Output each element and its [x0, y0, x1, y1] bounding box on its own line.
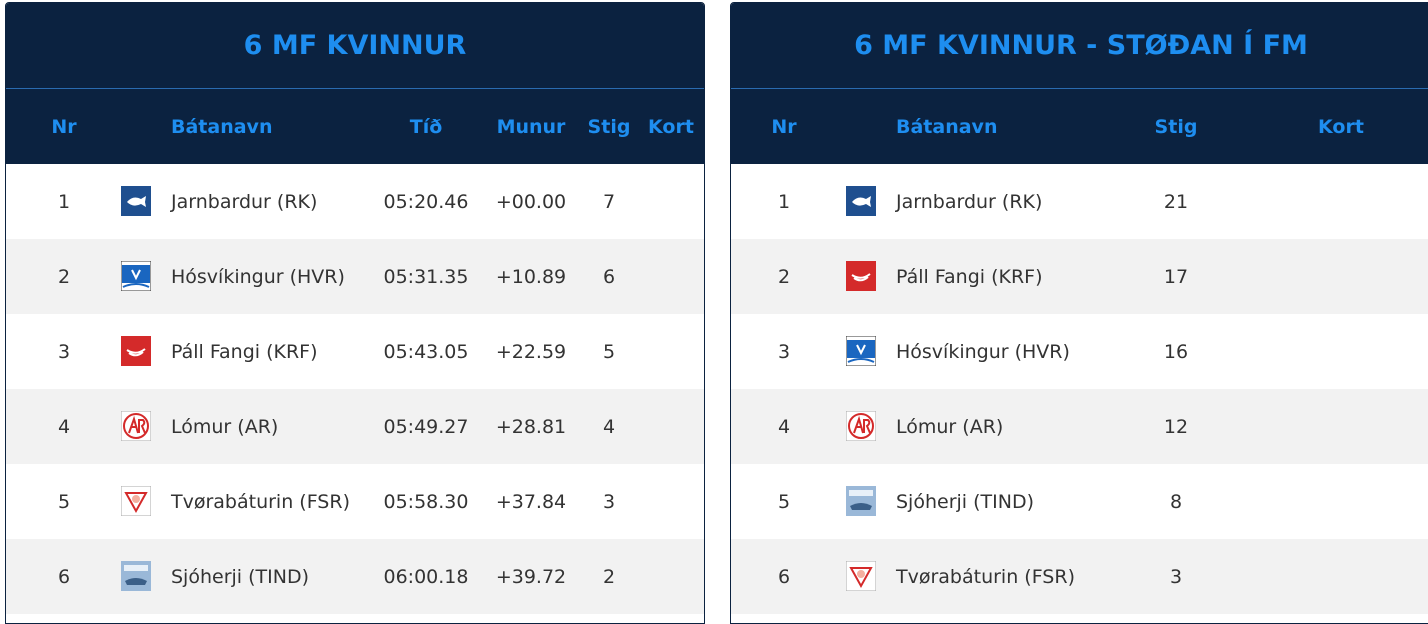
points: 17 — [1163, 265, 1189, 288]
club-logo — [121, 411, 151, 441]
time: 06:00.18 — [383, 565, 469, 588]
club-logo — [846, 261, 876, 291]
club-logo — [846, 411, 876, 441]
boat-name: Tvørabáturin (FSR) — [896, 565, 1075, 588]
column-header: Nr — [771, 115, 797, 138]
difference: +37.84 — [495, 490, 567, 513]
table-row: 4 Lómur (AR) 05:49.27 +28.81 4 — [6, 389, 704, 464]
time: 05:31.35 — [383, 265, 469, 288]
difference: +22.59 — [495, 340, 567, 363]
column-header: Kort — [1318, 115, 1364, 138]
table-row: 6 Tvørabáturin (FSR) 3 — [731, 539, 1428, 614]
points: 4 — [602, 415, 616, 438]
club-logo — [846, 486, 876, 516]
column-header: Stig — [587, 115, 631, 138]
club-logo — [121, 561, 151, 591]
table-row: 2 Hósvíkingur (HVR) 05:31.35 +10.89 6 — [6, 239, 704, 314]
points: 16 — [1163, 340, 1189, 363]
points: 21 — [1163, 190, 1189, 213]
points: 3 — [602, 490, 616, 513]
column-header: Kort — [648, 115, 694, 138]
rank: 5 — [777, 490, 791, 513]
boat-name: Páll Fangi (KRF) — [896, 265, 1043, 288]
boat-name: Jarnbardur (RK) — [171, 190, 318, 213]
points: 6 — [602, 265, 616, 288]
rank: 1 — [57, 190, 71, 213]
boat-name: Lómur (AR) — [896, 415, 1004, 438]
header-row: Nr Bátanavn Stig Kort — [731, 89, 1428, 164]
panel-title: 6 MF KVINNUR — [6, 3, 704, 89]
points: 12 — [1163, 415, 1189, 438]
club-logo — [846, 186, 876, 216]
page: 6 MF KVINNUR Nr Bátanavn Tíð Munur Stig Kort … — [5, 2, 1428, 624]
table-row: 1 Jarnbardur (RK) 05:20.46 +00.00 7 — [6, 164, 704, 239]
difference: +39.72 — [495, 565, 567, 588]
table-row: 2 Páll Fangi (KRF) 17 — [731, 239, 1428, 314]
rank: 3 — [777, 340, 791, 363]
boat-name: Lómur (AR) — [171, 415, 279, 438]
boat-name: Hósvíkingur (HVR) — [896, 340, 1070, 363]
time: 05:20.46 — [383, 190, 469, 213]
standings-panel: 6 MF KVINNUR - STØÐAN Í FM Nr Bátanavn Sti… — [730, 2, 1428, 624]
table-row: 3 Páll Fangi (KRF) 05:43.05 +22.59 5 — [6, 314, 704, 389]
rank: 3 — [57, 340, 71, 363]
difference: +10.89 — [495, 265, 567, 288]
rank: 6 — [57, 565, 71, 588]
rank: 5 — [57, 490, 71, 513]
difference: +28.81 — [495, 415, 567, 438]
time: 05:58.30 — [383, 490, 469, 513]
boat-name: Páll Fangi (KRF) — [171, 340, 318, 363]
club-logo — [121, 186, 151, 216]
table-row: 5 Sjóherji (TIND) 8 — [731, 464, 1428, 539]
difference: +00.00 — [495, 190, 567, 213]
rank: 1 — [777, 190, 791, 213]
column-header: Munur — [496, 115, 566, 138]
points: 3 — [1169, 565, 1183, 588]
boat-name: Sjóherji (TIND) — [896, 490, 1034, 513]
rank: 4 — [777, 415, 791, 438]
club-logo — [846, 561, 876, 591]
club-logo — [121, 261, 151, 291]
boat-name: Hósvíkingur (HVR) — [171, 265, 345, 288]
time: 05:43.05 — [383, 340, 469, 363]
table-row: 3 Hósvíkingur (HVR) 16 — [731, 314, 1428, 389]
header-row: Nr Bátanavn Tíð Munur Stig Kort — [6, 89, 704, 164]
column-header: Stig — [1154, 115, 1198, 138]
points: 7 — [602, 190, 616, 213]
rank: 2 — [777, 265, 791, 288]
results-panel: 6 MF KVINNUR Nr Bátanavn Tíð Munur Stig Kort … — [5, 2, 705, 624]
boat-name: Tvørabáturin (FSR) — [171, 490, 350, 513]
table-row: 6 Sjóherji (TIND) 06:00.18 +39.72 2 — [6, 539, 704, 614]
column-header: Nr — [51, 115, 77, 138]
points: 8 — [1169, 490, 1183, 513]
club-logo — [846, 336, 876, 366]
table-row: 4 Lómur (AR) 12 — [731, 389, 1428, 464]
rank: 2 — [57, 265, 71, 288]
rank: 6 — [777, 565, 791, 588]
rank: 4 — [57, 415, 71, 438]
column-header: Tíð — [409, 115, 443, 138]
boat-name: Jarnbardur (RK) — [896, 190, 1043, 213]
column-header: Bátanavn — [171, 115, 273, 138]
points: 2 — [602, 565, 616, 588]
column-header: Bátanavn — [896, 115, 998, 138]
time: 05:49.27 — [383, 415, 469, 438]
club-logo — [121, 486, 151, 516]
table-row: 1 Jarnbardur (RK) 21 — [731, 164, 1428, 239]
boat-name: Sjóherji (TIND) — [171, 565, 309, 588]
panel-title: 6 MF KVINNUR - STØÐAN Í FM — [731, 3, 1428, 89]
table-row: 5 Tvørabáturin (FSR) 05:58.30 +37.84 3 — [6, 464, 704, 539]
points: 5 — [602, 340, 616, 363]
club-logo — [121, 336, 151, 366]
